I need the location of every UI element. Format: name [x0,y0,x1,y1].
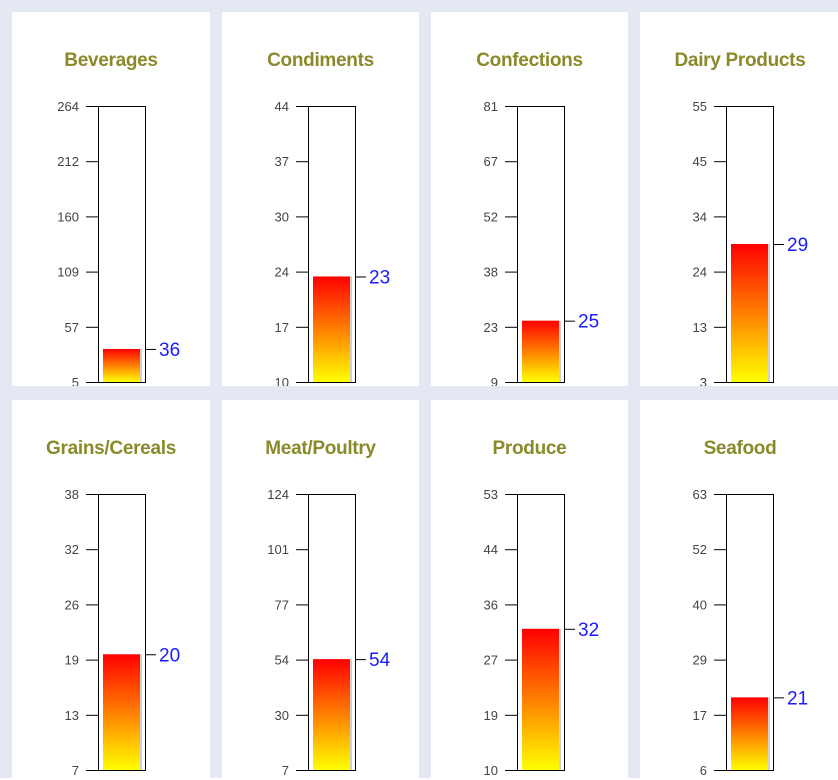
tick-label: 264 [57,99,79,114]
tick-label: 13 [65,708,79,723]
chart-title: Produce [492,438,567,459]
tick-label: 37 [275,154,289,169]
value-label: 20 [159,645,180,666]
tick-label: 45 [693,154,707,169]
chart-title: Condiments [267,50,374,71]
value-bar-shadow [768,244,770,382]
tick-label: 101 [267,542,289,557]
thermometer-svg: 6 17 29 40 52 63 21 [693,487,809,778]
tick-label: 7 [282,763,289,778]
value-bar [313,659,350,770]
tick-label: 29 [693,653,707,668]
value-bar [522,628,559,770]
value-bar-shadow [559,320,561,382]
thermometer-tube [98,106,146,383]
tick-label: 27 [484,653,498,668]
thermometer-svg: 10 17 24 30 37 44 23 [275,99,391,386]
tick-label: 38 [484,265,498,280]
value-bar-shadow [350,659,352,770]
tick-label: 77 [275,597,289,612]
tick-label: 3 [700,375,707,386]
tick-label: 63 [693,487,707,502]
tick-label: 24 [275,265,289,280]
value-bar [731,244,768,382]
tick-label: 81 [484,99,498,114]
chart-title: Grains/Cereals [46,438,176,459]
tick-label: 124 [267,487,289,502]
chart-panel-2: Condiments 10 17 24 30 37 44 23 [222,12,419,386]
value-label: 23 [369,267,390,288]
chart-panel-6: Meat/Poultry 7 30 54 77 101 124 54 [222,400,419,780]
value-label: 54 [369,650,391,671]
value-label: 25 [578,312,599,333]
chart-title: Seafood [703,438,777,459]
tick-label: 17 [693,708,707,723]
thermometer-svg: 7 30 54 77 101 124 54 [267,487,391,778]
value-bar-shadow [350,276,352,382]
thermometer-svg: 9 23 38 52 67 81 25 [484,99,600,386]
tick-label: 109 [57,265,79,280]
tick-label: 40 [693,597,707,612]
chart-title: Meat/Poultry [265,438,376,459]
tick-label: 5 [72,375,79,386]
value-bar [103,654,140,770]
thermometer-svg: 7 13 19 26 32 38 20 [65,487,181,778]
value-bar-shadow [140,654,142,770]
tick-label: 160 [57,209,79,224]
value-bar-shadow [768,697,770,770]
value-bar [103,348,140,382]
thermometer-svg: 10 19 27 36 44 53 32 [484,487,600,778]
chart-panel-8: Seafood 6 17 29 40 52 63 21 [640,400,838,780]
tick-label: 52 [693,542,707,557]
tick-label: 23 [484,320,498,335]
tick-label: 6 [700,763,707,778]
value-bar [731,697,768,770]
tick-label: 67 [484,154,498,169]
tick-label: 7 [72,763,79,778]
tick-label: 57 [65,320,79,335]
tick-label: 19 [484,708,498,723]
tick-label: 24 [693,265,707,280]
value-bar [522,320,559,382]
tick-label: 17 [275,320,289,335]
tick-label: 30 [275,708,289,723]
tick-label: 53 [484,487,498,502]
tick-label: 32 [65,542,79,557]
tick-label: 19 [65,653,79,668]
tick-label: 10 [484,763,498,778]
value-bar-shadow [559,628,561,770]
chart-title: Beverages [64,50,158,71]
tick-label: 55 [693,99,707,114]
tick-label: 52 [484,209,498,224]
tick-label: 26 [65,597,79,612]
tick-label: 212 [57,154,79,169]
tick-label: 44 [275,99,289,114]
chart-panel-5: Grains/Cereals 7 13 19 26 32 38 20 [12,400,210,780]
chart-panel-1: Beverages 5 57 109 160 212 264 36 [12,12,210,386]
tick-label: 34 [693,209,707,224]
chart-panel-3: Confections 9 23 38 52 67 81 25 [431,12,628,386]
chart-panel-4: Dairy Products 3 13 24 34 45 55 29 [640,12,838,386]
value-bar [313,276,350,382]
value-label: 36 [159,340,180,361]
tick-label: 13 [693,320,707,335]
chart-title: Dairy Products [674,50,806,71]
value-bar-shadow [140,348,142,382]
tick-label: 44 [484,542,498,557]
tick-label: 36 [484,597,498,612]
tick-label: 30 [275,209,289,224]
thermometer-svg: 5 57 109 160 212 264 36 [57,99,180,386]
chart-title: Confections [476,50,583,71]
tick-label: 10 [275,375,289,386]
value-label: 32 [578,620,599,641]
tick-label: 54 [275,653,289,668]
thermometer-svg: 3 13 24 34 45 55 29 [693,99,809,386]
value-label: 21 [787,688,808,709]
value-label: 29 [787,235,808,256]
tick-label: 38 [65,487,79,502]
chart-panel-7: Produce 10 19 27 36 44 53 32 [431,400,628,780]
tick-label: 9 [491,375,498,386]
